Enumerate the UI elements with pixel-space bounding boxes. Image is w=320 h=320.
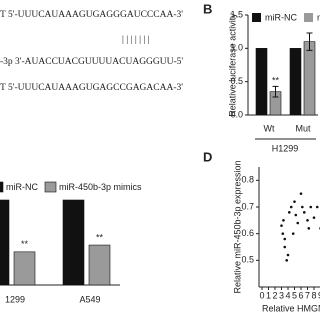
y-tick-label: 0.8	[241, 175, 254, 185]
x-tick-label: 1299	[5, 294, 25, 304]
x-tick-label: 4	[285, 290, 290, 300]
point	[299, 192, 303, 195]
point	[283, 237, 287, 241]
bar	[289, 48, 302, 116]
error-bar	[306, 32, 313, 51]
point	[293, 200, 296, 203]
legend-swatch	[0, 181, 4, 193]
pairing: | | | | | | |	[122, 35, 150, 45]
y-tick-label: 0.7	[241, 201, 254, 211]
bar	[255, 48, 268, 116]
point	[315, 205, 319, 209]
legend-label: miR-NC	[6, 182, 38, 192]
legend-label: miR-NC	[265, 12, 297, 22]
legend-label: miR-450b-3p	[317, 12, 320, 22]
point	[286, 253, 290, 257]
group-label: H1299	[272, 143, 299, 153]
point	[291, 232, 295, 235]
point	[307, 227, 311, 230]
point	[285, 259, 289, 262]
point	[306, 219, 309, 222]
y-axis-label: Relative miR-450b-3p expression	[232, 160, 242, 293]
point	[302, 211, 306, 214]
point	[312, 216, 316, 219]
x-tick-label: 2	[272, 290, 277, 300]
x-tick-label: Wt	[264, 123, 275, 133]
point	[309, 205, 313, 209]
y-axis-label: Relative luciferase activity	[227, 13, 237, 117]
x-tick-label: 1	[266, 290, 271, 300]
y-tick-label: 1.5	[230, 9, 243, 19]
x-tick-label: 0	[259, 290, 264, 300]
x-axis-label: Relative HMGN5 expression	[262, 303, 320, 313]
x-tick-label: 6	[298, 290, 303, 300]
x-tick-label: 5	[292, 290, 297, 300]
x-tick-label: 8	[311, 290, 316, 300]
y-tick-label: 1.0	[230, 43, 243, 53]
point	[301, 205, 304, 209]
point	[281, 232, 285, 235]
point	[282, 219, 285, 222]
legend-label: miR-450b-3p mimics	[59, 182, 142, 192]
bar	[0, 199, 10, 286]
x-tick-label: 7	[305, 290, 310, 300]
legend-swatch	[44, 181, 57, 193]
point	[280, 224, 283, 227]
x-tick-label: 3	[279, 290, 284, 300]
point	[296, 221, 300, 225]
x-tick-label: A549	[79, 294, 100, 304]
point	[283, 245, 287, 249]
point	[294, 213, 298, 217]
x-tick-label: 9	[318, 290, 320, 300]
sequence: T 5'-UUUCAUAAAGUGAGCCGAGACAA-3'	[0, 83, 183, 93]
y-tick-label: 0.0	[230, 109, 243, 119]
x-tick-label: Mut	[295, 123, 311, 133]
panel-label: B	[203, 1, 212, 16]
sequence: T 5'-UUUCAUAAAGUGAGGGAUCCCAA-3'	[0, 10, 183, 20]
error-bar	[272, 85, 279, 98]
significance: **	[21, 239, 29, 249]
y-tick-label: 0.5	[241, 255, 254, 265]
significance: **	[96, 232, 104, 242]
sequence: -3p 3'-AUACCUACGUUUUACUAGGGUU-5'	[0, 57, 183, 67]
panel-label: D	[203, 149, 212, 164]
significance: **	[272, 76, 280, 86]
bar	[303, 41, 316, 116]
y-tick-label: 0.6	[241, 228, 254, 238]
point	[288, 211, 291, 214]
bar	[13, 251, 36, 286]
point	[289, 205, 293, 209]
y-tick-label: 0.5	[230, 76, 243, 86]
bar	[62, 199, 85, 286]
legend-swatch	[304, 13, 313, 22]
legend-swatch	[252, 13, 261, 22]
bar	[88, 244, 111, 286]
